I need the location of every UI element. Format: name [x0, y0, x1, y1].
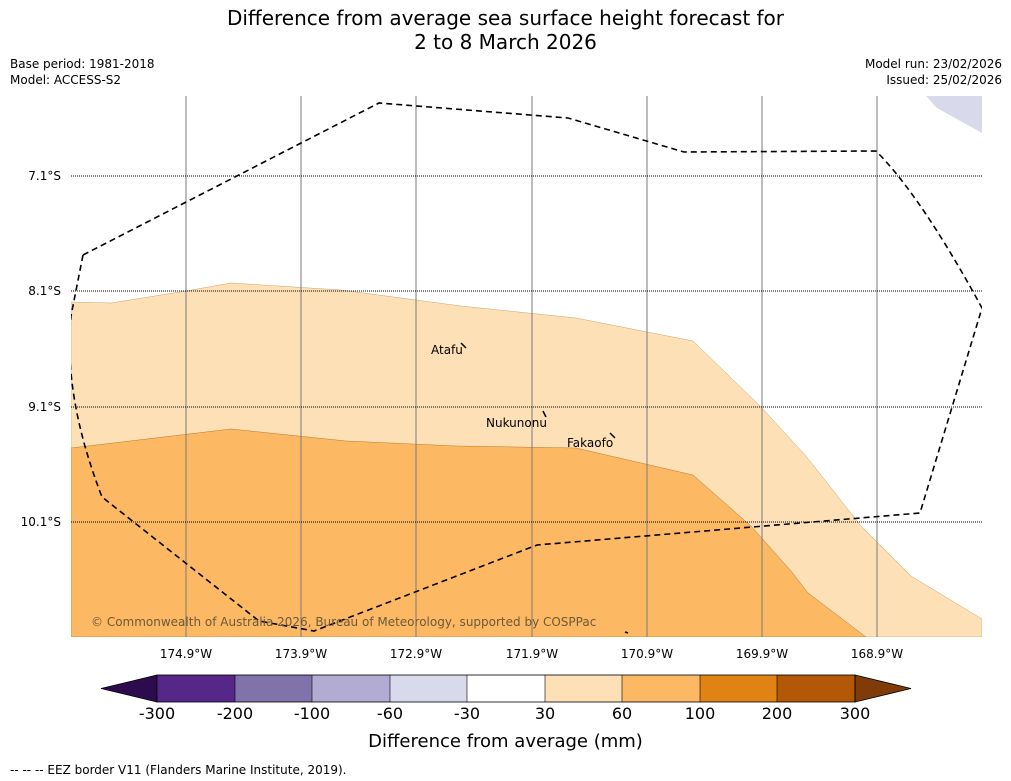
lon-label: 170.9°W [620, 647, 674, 661]
issued-date: Issued: 25/02/2026 [886, 73, 1002, 87]
chart-title: Difference from average sea surface heig… [0, 6, 1011, 54]
colorbar-bin [390, 675, 467, 702]
eez-border [71, 102, 982, 632]
colorbar-outline [156, 674, 856, 703]
colorbar-bin [312, 675, 390, 702]
lon-label: 169.9°W [735, 647, 789, 661]
colorbar-tick: -200 [216, 704, 254, 723]
model-run: Model run: 23/02/2026 [864, 57, 1002, 71]
lon-label: 173.9°W [274, 647, 328, 661]
fakaofo-island-icon [609, 432, 616, 439]
colorbar-bin [467, 675, 545, 702]
colorbar-bin [157, 675, 235, 702]
map-svg: Atafu Nukunonu Fakaofo © Commonwealth of… [71, 96, 982, 637]
colorbar-tick: 200 [761, 704, 793, 723]
lon-label: 168.9°W [850, 647, 904, 661]
eez-legend-footnote: -- -- -- EEZ border V11 (Flanders Marine… [10, 763, 347, 777]
colorbar-tick: -300 [138, 704, 176, 723]
colorbar-bin [700, 675, 777, 702]
lon-label: 172.9°W [389, 647, 443, 661]
colorbar-title: Difference from average (mm) [368, 731, 643, 752]
atafu-island-icon [460, 342, 467, 349]
colorbar-bin [622, 675, 700, 702]
lat-label: 8.1°S [28, 284, 61, 298]
colorbar-extend-high [854, 674, 912, 703]
title-line-1: Difference from average sea surface heig… [226, 6, 785, 30]
colorbar [100, 674, 912, 703]
colorbar-bin [545, 675, 622, 702]
model-name: Model: ACCESS-S2 [10, 73, 122, 87]
map-panel[interactable]: Atafu Nukunonu Fakaofo © Commonwealth of… [71, 96, 982, 637]
small-island-icon [624, 631, 629, 634]
label-atafu: Atafu [431, 343, 463, 357]
colorbar-tick: -100 [293, 704, 331, 723]
lon-label: 171.9°W [505, 647, 559, 661]
anomaly-region-60-100 [71, 428, 867, 637]
colorbar-extend-low [100, 674, 158, 703]
copyright-notice: © Commonwealth of Australia 2026, Bureau… [91, 615, 596, 629]
colorbar-tick: 100 [684, 704, 716, 723]
colorbar-tick: 300 [839, 704, 871, 723]
lat-label: 9.1°S [28, 400, 61, 414]
colorbar-tick: 60 [611, 704, 633, 723]
colorbar-tick: 30 [534, 704, 556, 723]
base-period: Base period: 1981-2018 [10, 57, 155, 71]
meta-right: Model run: 23/02/2026 Issued: 25/02/2026 [865, 56, 1002, 88]
colorbar-bin [235, 675, 312, 702]
colorbar-tick: -60 [376, 704, 404, 723]
colorbar-tick: -30 [453, 704, 481, 723]
label-nukunonu: Nukunonu [486, 416, 547, 430]
anomaly-region-neg60-neg30 [926, 96, 982, 133]
colorbar-dividers [234, 675, 778, 702]
title-line-2: 2 to 8 March 2026 [414, 30, 597, 54]
meta-left: Base period: 1981-2018 Model: ACCESS-S2 [10, 56, 155, 88]
nukunonu-island-icon [542, 410, 547, 418]
longitude-gridlines [185, 96, 878, 637]
lat-label: 7.1°S [28, 169, 61, 183]
colorbar-bin [777, 675, 855, 702]
label-fakaofo: Fakaofo [567, 436, 613, 450]
lat-label: 10.1°S [20, 515, 61, 529]
lon-label: 174.9°W [159, 647, 213, 661]
